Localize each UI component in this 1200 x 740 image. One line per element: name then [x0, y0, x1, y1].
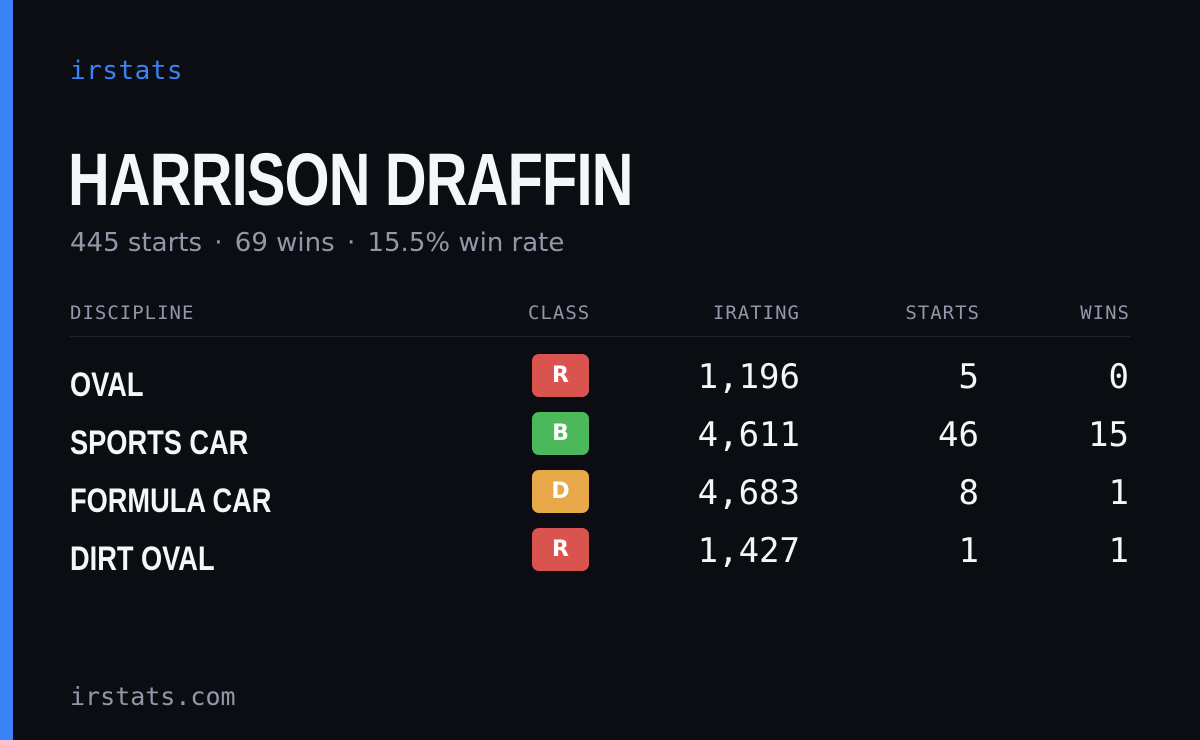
column-header-starts: STARTS — [905, 302, 980, 324]
column-header-irating: IRATING — [712, 302, 800, 324]
discipline-name: DIRT OVAL — [70, 540, 215, 578]
wins-value: 1 — [1108, 531, 1129, 571]
summary-wins: 69 wins — [234, 228, 335, 258]
wins-value: 15 — [1088, 415, 1129, 455]
summary-win-rate: 15.5% win rate — [367, 228, 565, 258]
brand-logo-text: irstats — [70, 56, 184, 86]
starts-value: 1 — [958, 531, 979, 571]
summary-separator: · — [214, 228, 223, 258]
discipline-name: SPORTS CAR — [70, 424, 249, 462]
column-header-wins: WINS — [1080, 302, 1130, 324]
license-class-badge: B — [532, 412, 589, 455]
irating-value: 1,196 — [697, 357, 800, 397]
starts-value: 46 — [938, 415, 979, 455]
table-row: DIRT OVAL R 1,427 1 1 — [0, 528, 1200, 586]
table-row: OVAL R 1,196 5 0 — [0, 354, 1200, 412]
driver-summary: 445 starts · 69 wins · 15.5% win rate — [70, 228, 564, 258]
column-header-discipline: DISCIPLINE — [70, 302, 195, 324]
starts-value: 5 — [958, 357, 979, 397]
irating-value: 4,611 — [697, 415, 800, 455]
footer-site-link[interactable]: irstats.com — [70, 682, 236, 711]
table-row: SPORTS CAR B 4,611 46 15 — [0, 412, 1200, 470]
license-class-badge: R — [532, 354, 589, 397]
header-divider — [70, 336, 1130, 337]
starts-value: 8 — [958, 473, 979, 513]
license-class-badge: D — [532, 470, 589, 513]
wins-value: 0 — [1108, 357, 1129, 397]
accent-bar — [0, 0, 13, 740]
column-header-class: CLASS — [528, 302, 591, 324]
irating-value: 1,427 — [697, 531, 800, 571]
summary-starts: 445 starts — [70, 228, 202, 258]
license-class-badge: R — [532, 528, 589, 571]
discipline-name: OVAL — [70, 366, 144, 404]
table-row: FORMULA CAR D 4,683 8 1 — [0, 470, 1200, 528]
discipline-name: FORMULA CAR — [70, 482, 272, 520]
irating-value: 4,683 — [697, 473, 800, 513]
driver-name: HARRISON DRAFFIN — [68, 138, 633, 221]
summary-separator: · — [346, 228, 356, 258]
wins-value: 1 — [1108, 473, 1129, 513]
